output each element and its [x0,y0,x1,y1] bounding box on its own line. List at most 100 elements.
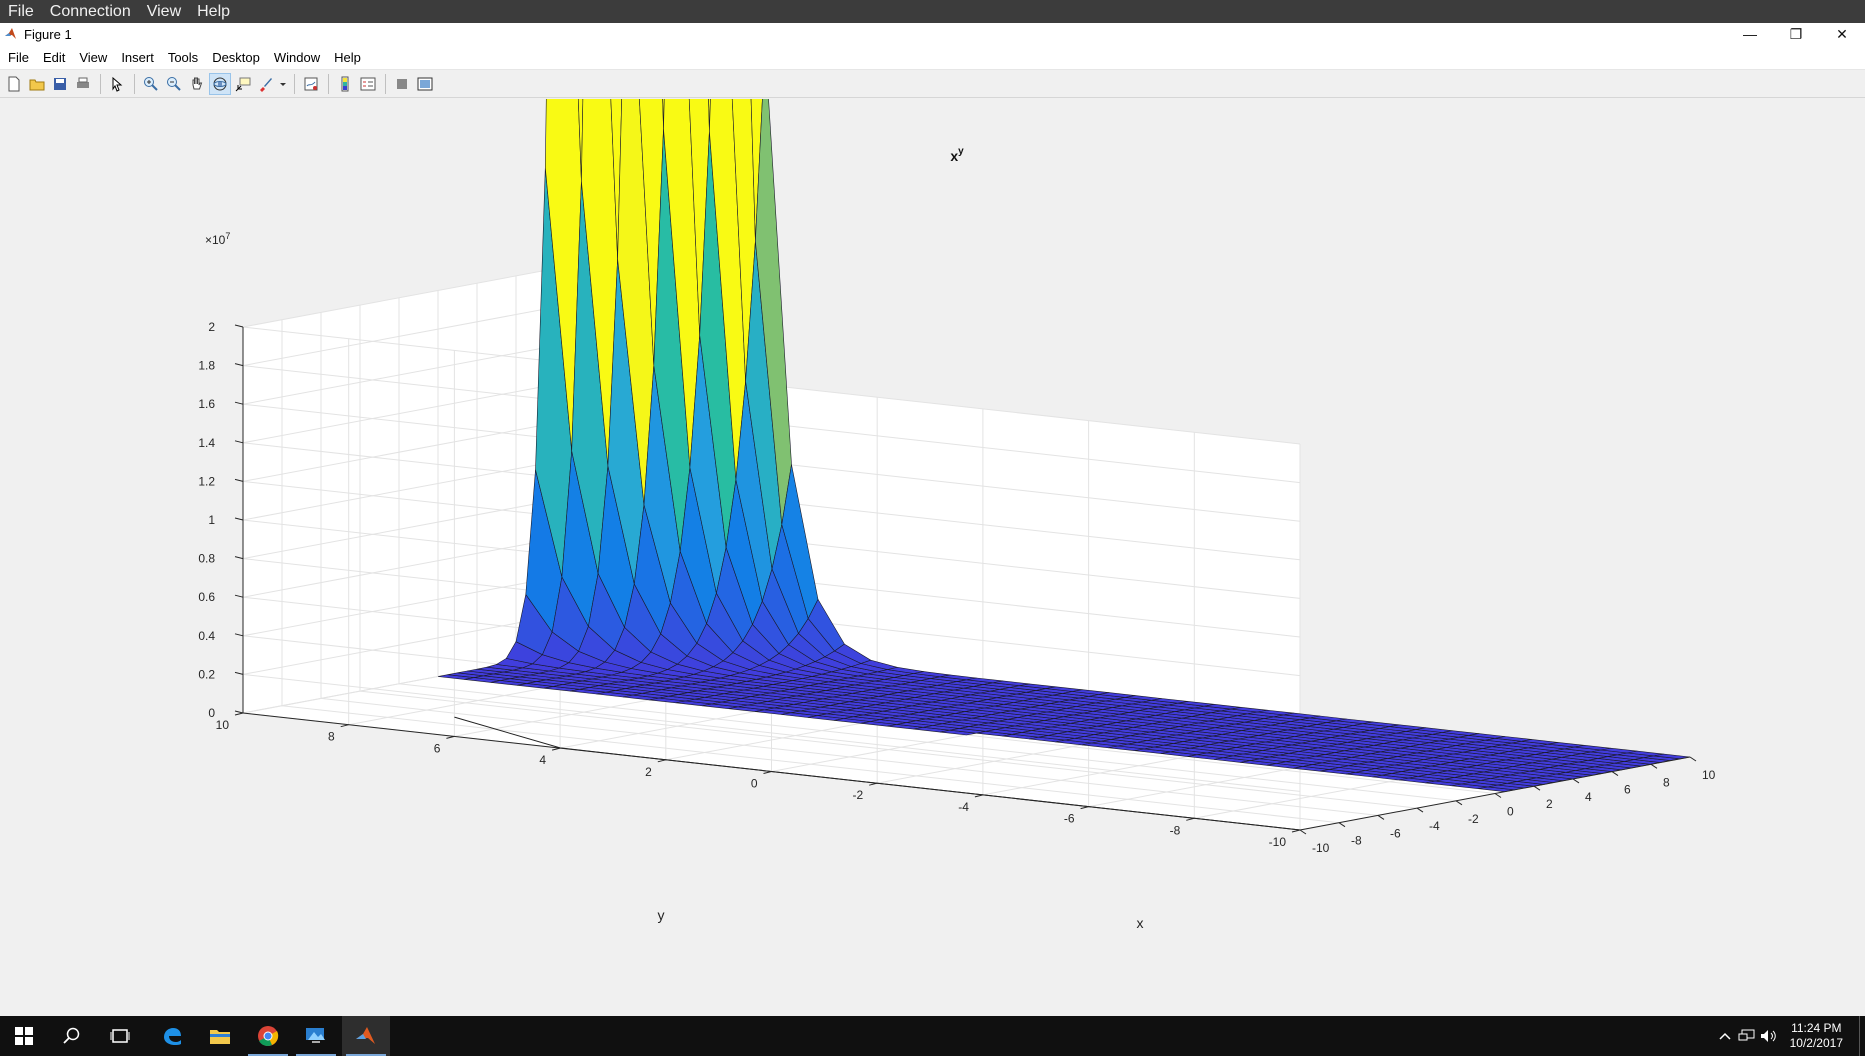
windows-start-icon [15,1027,33,1045]
figure-canvas[interactable]: -10 -8 -6 -4 -2 0 2 4 6 8 10 -10 -8 -6 -4 -2 0 2 4 6 8 10 0 0.2… [0,0,1865,1016]
zoom-in-button[interactable] [140,73,162,95]
x-tick-label: 10 [1702,768,1716,782]
network-button[interactable] [1736,1029,1758,1043]
minimize-button[interactable]: — [1743,26,1757,42]
brush-dropdown[interactable] [278,73,288,95]
y-tick-mark [869,782,878,786]
x-tick-mark [1494,793,1502,798]
show-desktop-button[interactable] [1859,1016,1865,1056]
z-multiplier-base: ×10 [205,233,226,247]
z-tick-label: 1 [208,513,215,527]
remote-desktop-button[interactable] [292,1016,340,1056]
insert-colorbar-button[interactable] [334,73,356,95]
x-tick-mark [1455,800,1463,806]
remote-menu-connection[interactable]: Connection [49,2,131,20]
task-view-icon [110,1029,130,1043]
x-tick-label: -10 [1312,841,1330,855]
edge-button[interactable] [148,1016,196,1056]
y-tick-mark [551,747,561,751]
file-explorer-button[interactable] [196,1016,244,1056]
show-plot-tools-button[interactable] [414,73,436,95]
brush-icon [260,77,272,92]
open-file-button[interactable] [26,73,48,95]
z-tick-label: 1.8 [198,359,215,373]
y-tick-mark [446,735,455,739]
close-button[interactable]: ✕ [1836,25,1848,42]
remote-menu-view[interactable]: View [146,2,182,20]
new-figure-icon [8,76,20,91]
task-view-button[interactable] [96,1016,144,1056]
x-tick-mark [1689,756,1697,762]
x-tick-mark [1299,829,1307,835]
rotate-3d-button[interactable] [209,72,231,95]
z-tick-label: 1.2 [198,474,215,488]
menu-help[interactable]: Help [334,49,361,65]
show-plot-tools-icon [417,77,433,90]
pan-button[interactable] [186,73,208,95]
search-button[interactable] [48,1016,96,1056]
menu-desktop[interactable]: Desktop [212,49,260,65]
y-tick-label: 6 [434,741,441,755]
y-tick-label: 8 [328,730,335,744]
y-tick-mark [657,759,666,763]
remote-menu-file[interactable]: File [8,2,34,20]
axis-ticks: -10-8-6-4-20246810-10-8-6-4-2024681000.2… [198,320,1715,855]
y-tick-label: 4 [539,753,546,767]
insert-legend-button[interactable] [357,73,379,95]
z-tick-label: 0 [208,706,215,720]
edit-plot-button[interactable] [106,73,128,95]
system-tray: 11:24 PM 10/2/2017 [1714,1016,1865,1056]
speaker-icon [1760,1030,1776,1042]
zoom-out-button[interactable] [163,73,185,95]
menu-file[interactable]: File [8,49,29,65]
figure-toolbar [0,70,1865,98]
matlab-taskbar-button[interactable] [342,1016,390,1056]
hide-plot-tools-button[interactable] [391,73,413,95]
taskbar-clock[interactable]: 11:24 PM 10/2/2017 [1790,1021,1843,1051]
z-tick-mark [234,710,244,714]
new-figure-button[interactable] [3,73,25,95]
y-tick-mark [340,724,349,728]
y-tick-mark [763,771,772,774]
show-hidden-icons-button[interactable] [1714,1031,1736,1041]
hide-plot-tools-icon [397,78,407,89]
x-tick-mark [1377,814,1385,820]
y-tick-label: -2 [853,788,864,802]
insert-legend-icon [360,77,376,90]
z-tick-label: 0.2 [198,667,215,681]
data-cursor-button[interactable] [232,73,254,95]
menu-edit[interactable]: Edit [42,49,66,65]
menu-view[interactable]: View [79,49,108,65]
z-tick-mark [234,478,244,482]
zoom-in-icon [144,76,158,91]
remote-menu-help[interactable]: Help [197,2,231,20]
start-button[interactable] [0,1016,48,1056]
chrome-icon [258,1026,279,1046]
y-tick-mark [1291,829,1301,833]
brush-button[interactable] [255,73,277,95]
link-plot-button[interactable] [300,73,322,95]
z-tick-label: 1.6 [198,397,215,411]
z-tick-mark [234,556,244,560]
y-tick-mark [974,794,984,798]
save-button[interactable] [49,73,71,95]
menu-insert[interactable]: Insert [121,49,154,65]
z-tick-mark [234,671,244,675]
menu-tools[interactable]: Tools [167,49,199,65]
pan-icon [192,77,203,89]
x-tick-label: 0 [1507,805,1514,819]
x-tick-label: 2 [1546,797,1553,811]
z-tick-mark [234,363,244,367]
chrome-button[interactable] [244,1016,292,1056]
title-exponent: y [958,146,964,157]
restore-button[interactable]: ❐ [1789,25,1803,42]
chart-title: xy [950,146,964,164]
z-multiplier: ×107 [205,231,230,247]
print-button[interactable] [72,73,94,95]
surface-plot[interactable]: -10-8-6-4-20246810-10-8-6-4-2024681000.2… [0,0,1865,1016]
y-tick-label: 0 [751,777,758,791]
volume-button[interactable] [1758,1029,1780,1043]
menu-window[interactable]: Window [273,49,321,65]
x-tick-label: -6 [1390,826,1401,840]
y-tick-mark [1080,806,1089,810]
